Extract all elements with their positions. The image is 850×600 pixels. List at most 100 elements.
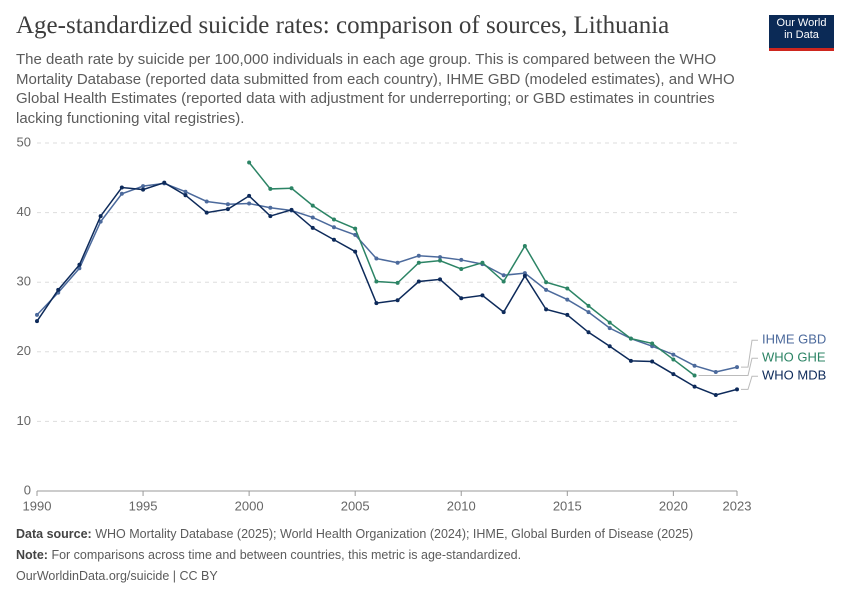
data-point	[713, 392, 718, 397]
data-point	[331, 217, 336, 222]
data-point	[650, 341, 655, 346]
data-point	[247, 193, 252, 198]
source-label: Data source:	[16, 527, 92, 541]
y-tick-label: 30	[17, 274, 31, 289]
data-point	[225, 207, 230, 212]
data-point	[692, 384, 697, 389]
data-point	[119, 185, 124, 190]
data-point	[331, 225, 336, 230]
legend-label: WHO GHE	[762, 350, 826, 365]
data-point	[438, 258, 443, 263]
data-point	[204, 199, 209, 204]
data-point	[183, 193, 188, 198]
data-point	[353, 226, 358, 231]
data-point	[586, 310, 591, 315]
data-point	[501, 273, 506, 278]
data-point	[480, 260, 485, 265]
data-point	[353, 232, 358, 237]
data-point	[98, 214, 103, 219]
legend-label: IHME GBD	[762, 332, 826, 347]
data-point	[268, 214, 273, 219]
data-point	[438, 277, 443, 282]
data-point	[289, 186, 294, 191]
data-point	[522, 244, 527, 249]
data-point	[119, 191, 124, 196]
data-point	[671, 357, 676, 362]
label-connector	[741, 375, 758, 390]
x-tick-label: 2015	[553, 498, 582, 513]
chart-subtitle: The death rate by suicide per 100,000 in…	[16, 51, 735, 127]
data-point	[692, 373, 697, 378]
data-point	[607, 320, 612, 325]
note-label: Note:	[16, 548, 48, 562]
data-point	[459, 257, 464, 262]
data-point	[607, 344, 612, 349]
x-tick-label: 2020	[659, 498, 688, 513]
data-point	[522, 273, 527, 278]
data-point	[416, 260, 421, 265]
data-point	[374, 301, 379, 306]
legend-label: WHO MDB	[762, 368, 826, 383]
data-point	[628, 358, 633, 363]
data-point	[98, 219, 103, 224]
logo[interactable]: Our World in Data	[769, 15, 834, 51]
data-point	[628, 336, 633, 341]
data-point	[310, 215, 315, 220]
data-point	[650, 344, 655, 349]
data-point	[438, 255, 443, 260]
data-point	[77, 262, 82, 267]
data-point	[480, 293, 485, 298]
series-line	[36, 182, 738, 373]
data-point	[586, 330, 591, 335]
data-point	[353, 249, 358, 254]
data-point	[416, 253, 421, 258]
logo-text: Our World	[776, 17, 827, 29]
chart-title: Age-standardized suicide rates: comparis…	[16, 12, 670, 39]
note-text: For comparisons across time and between …	[51, 548, 522, 562]
data-point	[35, 312, 39, 317]
source-note: Data source: WHO Mortality Database (202…	[16, 527, 693, 541]
data-point	[374, 279, 379, 284]
data-point	[650, 359, 655, 364]
x-tick-label: 1995	[129, 498, 158, 513]
source-text: WHO Mortality Database (2025); World Hea…	[95, 527, 694, 541]
data-point	[268, 186, 273, 191]
y-tick-label: 10	[17, 413, 31, 428]
data-point	[544, 307, 549, 312]
data-point	[183, 189, 188, 194]
data-point	[268, 205, 273, 210]
x-tick-label: 2023	[723, 498, 752, 513]
data-point	[395, 298, 400, 303]
data-point	[501, 279, 506, 284]
series-line	[248, 162, 696, 377]
data-point	[713, 369, 718, 374]
data-point	[141, 184, 146, 189]
x-tick-label: 2010	[447, 498, 476, 513]
data-point	[459, 296, 464, 301]
y-tick-label: 50	[17, 134, 31, 149]
data-point	[310, 225, 315, 230]
data-point	[586, 303, 591, 308]
data-point	[162, 180, 167, 185]
data-point	[247, 201, 252, 206]
data-point	[459, 266, 464, 271]
footer: OurWorldinData.org/suicide | CC BY	[16, 569, 218, 583]
data-point	[35, 319, 39, 324]
data-point	[416, 279, 421, 284]
data-point	[204, 210, 209, 215]
data-point	[671, 352, 676, 357]
logo-text: in Data	[784, 29, 819, 41]
x-tick-label: 2000	[235, 498, 264, 513]
data-point	[735, 387, 739, 392]
label-connector	[698, 357, 758, 376]
data-point	[565, 286, 570, 291]
data-point	[544, 280, 549, 285]
data-point	[565, 312, 570, 317]
x-tick-label: 2005	[341, 498, 370, 513]
data-point	[607, 326, 612, 331]
note: Note: For comparisons across time and be…	[16, 548, 521, 562]
x-tick-label: 1990	[23, 498, 52, 513]
data-point	[77, 266, 82, 271]
data-point	[374, 256, 379, 261]
